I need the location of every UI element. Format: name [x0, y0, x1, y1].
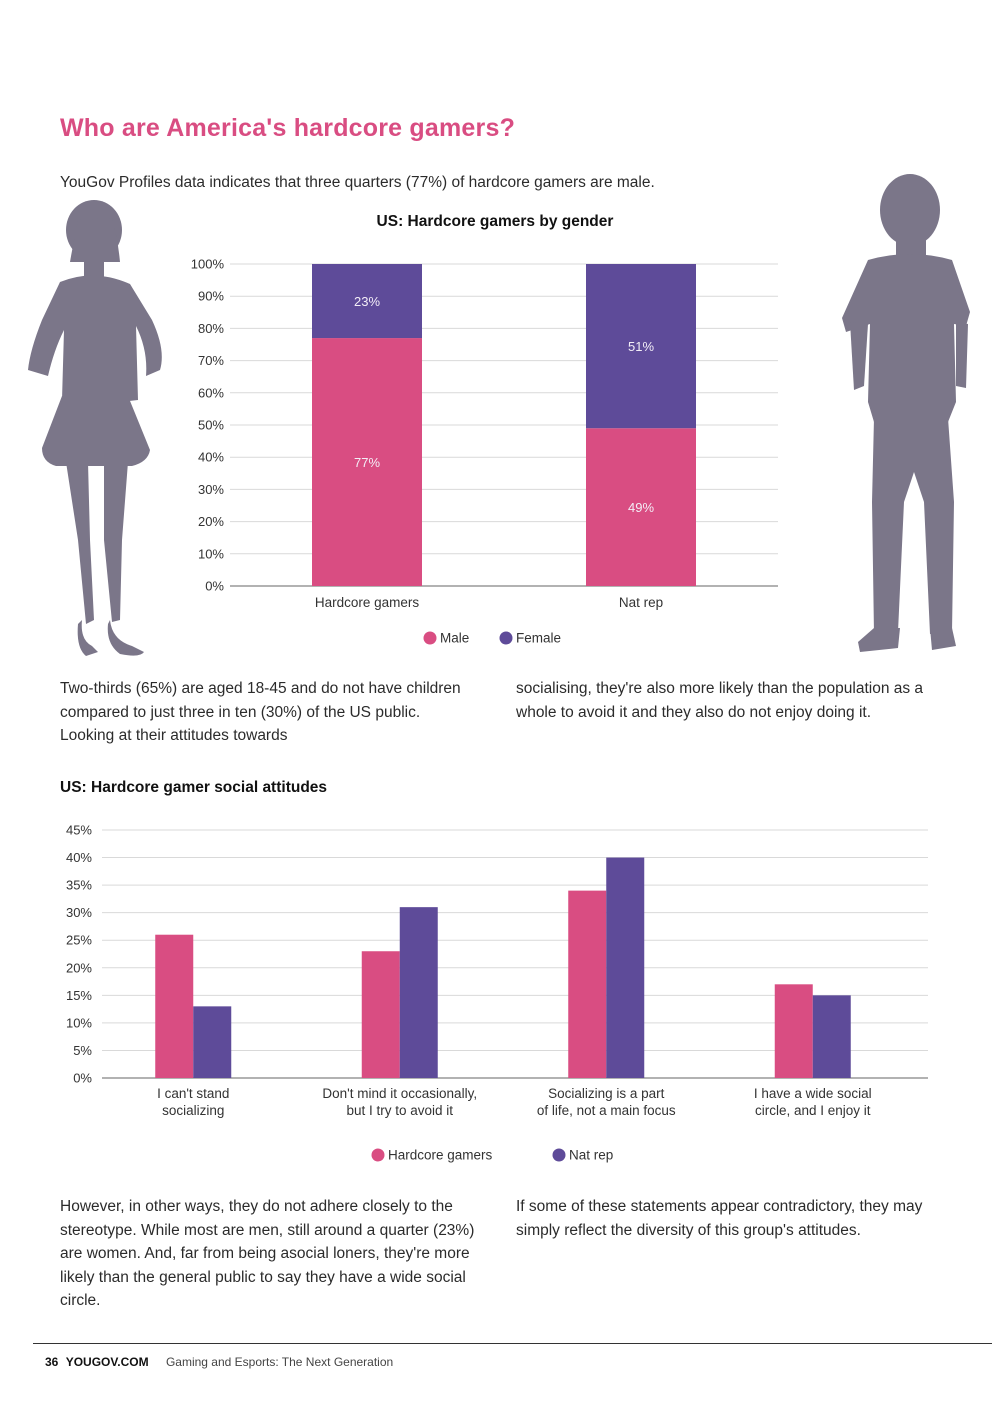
- attitudes-chart: 0% 5% 10% 15% 20% 25% 30% 35% 40% 45% I can't sta…: [66, 823, 928, 1163]
- legend-label: Hardcore gamers: [388, 1148, 493, 1163]
- data-label: 77%: [354, 455, 380, 470]
- y-tick-label: 40%: [198, 450, 224, 465]
- x-tick-label-line: I have a wide social: [754, 1086, 872, 1101]
- x-tick-label: Socializing is a part of life, not a main…: [537, 1086, 676, 1118]
- bar: [606, 857, 645, 1078]
- paragraph-left-1: Two-thirds (65%) are aged 18-45 and do n…: [60, 680, 461, 744]
- bar-segment: [312, 338, 422, 586]
- bar: [193, 1006, 232, 1078]
- x-tick-label-line: but I try to avoid it: [346, 1103, 453, 1118]
- y-tick-label: 50%: [198, 418, 224, 433]
- gender-chart-bars: [312, 264, 696, 586]
- y-tick-label: 0%: [73, 1071, 92, 1086]
- data-label: 23%: [354, 294, 380, 309]
- footer-site-link[interactable]: YOUGOV.COM: [65, 1355, 149, 1369]
- y-tick-label: 10%: [66, 1015, 92, 1030]
- bar-segment: [586, 428, 696, 586]
- y-tick-label: 20%: [66, 960, 92, 975]
- page-title: Who are America's hardcore gamers?: [60, 114, 516, 142]
- attitudes-chart-legend: Hardcore gamers Nat rep: [371, 1148, 613, 1163]
- x-tick-label: Don't mind it occasionally, but I try to …: [322, 1086, 477, 1118]
- footer-divider: [33, 1343, 992, 1344]
- paragraph-right-1: socialising, they're also more likely th…: [516, 680, 924, 721]
- bar: [812, 995, 851, 1078]
- gender-chart-legend: Male Female: [423, 631, 561, 646]
- y-tick-label: 60%: [198, 385, 224, 400]
- bar-segment: [586, 264, 696, 429]
- legend-swatch: [371, 1148, 385, 1162]
- gender-chart-title: US: Hardcore gamers by gender: [376, 213, 614, 230]
- legend-swatch: [552, 1148, 566, 1162]
- y-tick-label: 20%: [198, 514, 224, 529]
- y-tick-label: 70%: [198, 353, 224, 368]
- woman-silhouette-icon: [28, 200, 162, 656]
- attitudes-chart-y-axis: 0% 5% 10% 15% 20% 25% 30% 35% 40% 45%: [66, 823, 92, 1086]
- paragraph-left-2: However, in other ways, they do not adhe…: [60, 1198, 475, 1309]
- gender-chart-data-labels: 77% 23% 49% 51%: [354, 294, 654, 515]
- y-tick-label: 100%: [191, 257, 225, 272]
- data-label: 49%: [628, 500, 654, 515]
- x-tick-label: Nat rep: [619, 595, 663, 610]
- y-tick-label: 25%: [66, 933, 92, 948]
- x-tick-label: I can't stand socializing: [157, 1086, 229, 1118]
- attitudes-chart-title: US: Hardcore gamer social attitudes: [60, 779, 328, 796]
- y-tick-label: 30%: [66, 905, 92, 920]
- intro-text: YouGov Profiles data indicates that thre…: [60, 174, 655, 191]
- page-number: 36: [45, 1355, 59, 1369]
- paragraph-right-2: If some of these statements appear contr…: [516, 1198, 923, 1239]
- data-label: 51%: [628, 339, 654, 354]
- y-tick-label: 35%: [66, 878, 92, 893]
- x-tick-label-line: socializing: [162, 1103, 224, 1118]
- x-tick-label-line: circle, and I enjoy it: [755, 1103, 871, 1118]
- x-tick-label-line: of life, not a main focus: [537, 1103, 676, 1118]
- legend-label: Male: [440, 631, 469, 646]
- legend-label: Nat rep: [569, 1148, 613, 1163]
- attitudes-chart-x-axis: I can't stand socializing Don't mind it oc…: [157, 1086, 872, 1118]
- attitudes-chart-bars: [155, 857, 851, 1078]
- bar: [361, 951, 400, 1078]
- x-tick-label-line: Socializing is a part: [548, 1086, 665, 1101]
- bar-segment: [312, 264, 422, 339]
- y-tick-label: 40%: [66, 850, 92, 865]
- y-tick-label: 5%: [73, 1043, 92, 1058]
- footer: 36 YOUGOV.COM Gaming and Esports: The Ne…: [45, 1355, 393, 1369]
- footer-publication-title: Gaming and Esports: The Next Generation: [165, 1355, 394, 1369]
- x-tick-label-line: I can't stand: [157, 1086, 229, 1101]
- bar: [774, 984, 813, 1078]
- man-silhouette-icon: [842, 174, 970, 652]
- bar: [568, 890, 607, 1078]
- legend-swatch: [499, 631, 513, 645]
- y-tick-label: 80%: [198, 321, 224, 336]
- y-tick-label: 10%: [198, 546, 224, 561]
- bar: [399, 907, 438, 1078]
- gender-chart: 0% 10% 20% 30% 40% 50% 60% 70% 80% 90% 100% 77% 23%…: [191, 257, 778, 646]
- legend-swatch: [423, 631, 437, 645]
- y-tick-label: 45%: [66, 823, 92, 838]
- x-tick-label: Hardcore gamers: [315, 595, 420, 610]
- y-tick-label: 30%: [198, 482, 224, 497]
- gender-chart-x-axis: Hardcore gamers Nat rep: [315, 595, 663, 610]
- y-tick-label: 15%: [66, 988, 92, 1003]
- gender-chart-y-axis: 0% 10% 20% 30% 40% 50% 60% 70% 80% 90% 100%: [191, 257, 225, 594]
- y-tick-label: 0%: [205, 579, 224, 594]
- legend-label: Female: [516, 631, 561, 646]
- x-tick-label-line: Don't mind it occasionally,: [322, 1086, 477, 1101]
- y-tick-label: 90%: [198, 289, 224, 304]
- bar: [155, 934, 194, 1078]
- x-tick-label: I have a wide social circle, and I enjoy …: [754, 1086, 872, 1118]
